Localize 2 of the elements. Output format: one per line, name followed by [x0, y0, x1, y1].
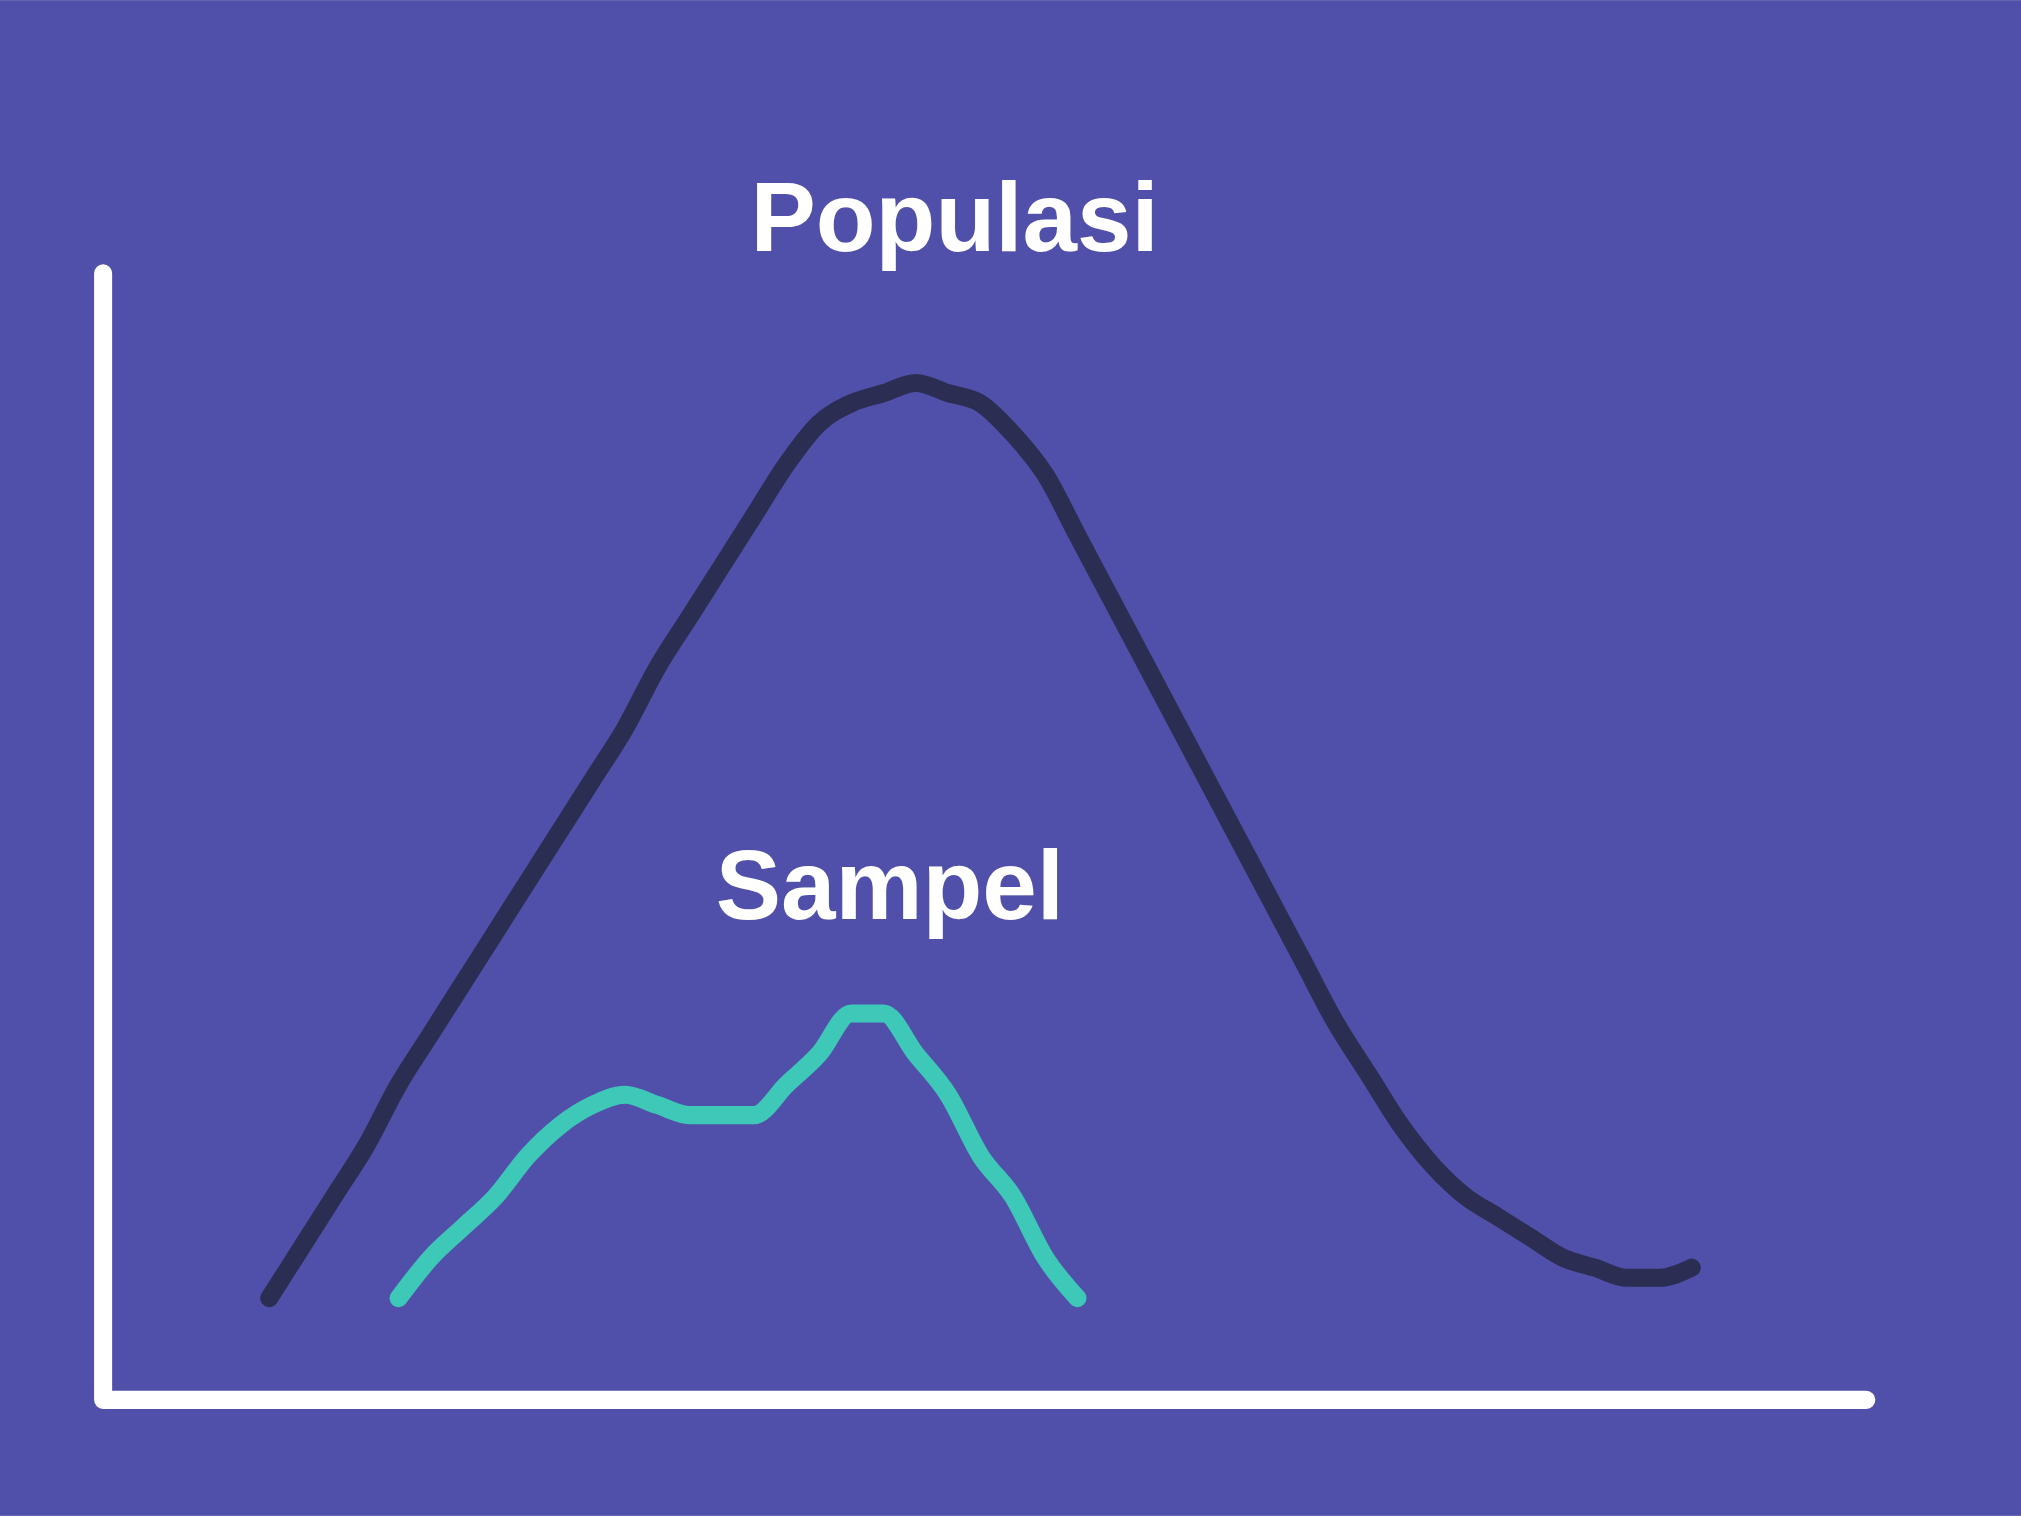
series-label: Populasi — [750, 162, 1159, 273]
series-label: Sampel — [715, 830, 1065, 941]
